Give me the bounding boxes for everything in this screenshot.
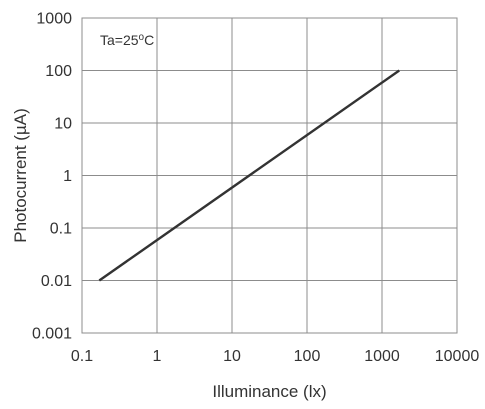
series-group <box>98 69 400 282</box>
plot-frame <box>81 17 458 334</box>
x-axis-label: Illuminance (lx) <box>212 382 326 401</box>
x-tick-label: 0.1 <box>71 348 93 365</box>
temperature-annotation: Ta=25oC <box>100 32 154 48</box>
y-tick-label: 10 <box>54 116 72 133</box>
y-tick-label: 1 <box>63 168 72 185</box>
x-tick-label: 1000 <box>364 348 400 365</box>
y-tick-label: 1000 <box>36 11 72 28</box>
annotation-prefix: Ta=25 <box>100 32 139 48</box>
annotation-suffix: C <box>144 32 154 48</box>
y-tick-label: 0.001 <box>32 326 72 343</box>
x-tick-label: 1 <box>153 348 162 365</box>
grid-lines <box>81 17 458 334</box>
photocurrent-series-line <box>98 69 400 282</box>
x-tick-label: 10000 <box>435 348 480 365</box>
annotation-degree: o <box>139 32 145 43</box>
y-tick-label: 0.1 <box>50 221 72 238</box>
x-tick-label: 10 <box>223 348 241 365</box>
x-axis-ticks: 0.1 1 10 100 1000 10000 <box>71 348 479 365</box>
y-tick-label: 0.01 <box>41 273 72 290</box>
y-axis-ticks: 0.001 0.01 0.1 1 10 100 1000 <box>32 11 72 343</box>
y-axis-label: Photocurrent (µA) <box>11 108 30 243</box>
x-tick-label: 100 <box>294 348 321 365</box>
y-tick-label: 100 <box>45 63 72 80</box>
